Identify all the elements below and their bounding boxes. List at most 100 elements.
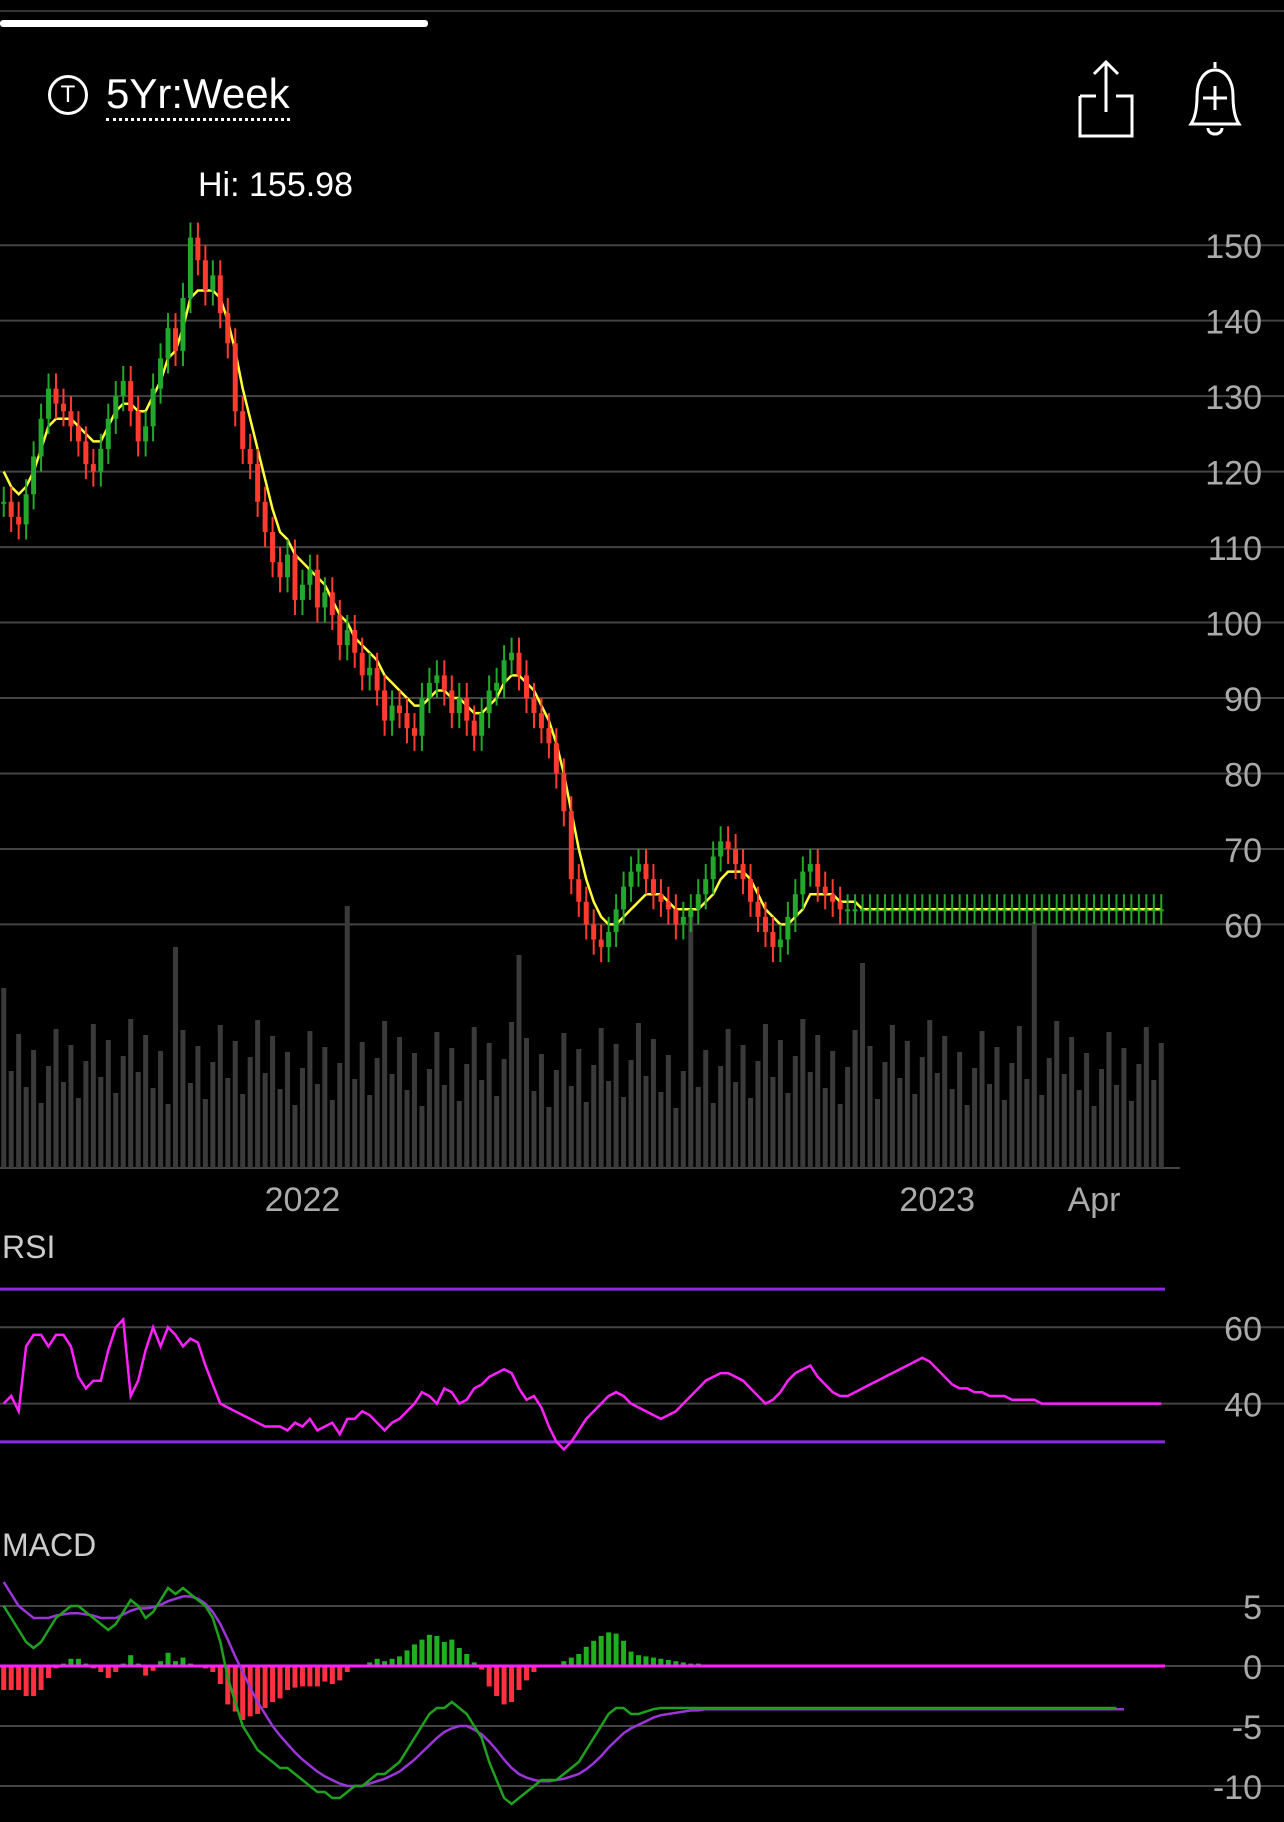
candle-body (314, 569, 320, 608)
volume-bar (479, 1080, 485, 1168)
volume-bar (680, 1071, 686, 1168)
macd-histogram-bar (568, 1657, 574, 1666)
price-tick-label: 70 (1224, 832, 1262, 870)
volume-bar (1136, 1064, 1142, 1168)
macd-histogram-bar (31, 1666, 37, 1696)
candle-body (807, 864, 813, 872)
candle-body (1054, 909, 1060, 912)
volume-bar (494, 1096, 500, 1168)
macd-histogram-bar (531, 1666, 537, 1672)
volume-bar (247, 1057, 253, 1168)
macd-histogram-bar (292, 1666, 298, 1688)
volume-bar (60, 1082, 66, 1168)
macd-histogram-bar (225, 1666, 231, 1705)
volume-bar (1024, 1079, 1030, 1168)
candle-body (419, 698, 425, 736)
macd-histogram-bar (16, 1666, 22, 1690)
candle-body (187, 237, 193, 299)
candle-body (800, 871, 806, 895)
volume-bar (232, 1041, 238, 1168)
macd-histogram-bar (285, 1666, 291, 1690)
candle-body (867, 909, 873, 912)
candle-body (113, 396, 119, 419)
macd-histogram-bar (598, 1636, 604, 1666)
candle-body (740, 864, 746, 880)
candle-body (531, 698, 537, 714)
top-divider (0, 10, 1284, 12)
share-icon[interactable] (1066, 59, 1146, 140)
candle-body (927, 909, 933, 912)
volume-bar (710, 1103, 716, 1168)
candle-body (105, 418, 111, 449)
candle-body (680, 916, 686, 925)
timeframe-icon[interactable]: T (48, 75, 88, 115)
macd-histogram-bar (441, 1642, 447, 1666)
volume-bar (434, 1032, 440, 1168)
volume-bar (165, 1104, 171, 1168)
candle-body (1121, 909, 1127, 912)
add-alert-bell-icon[interactable] (1175, 60, 1255, 140)
candle-body (889, 909, 895, 912)
volume-bar (957, 1052, 963, 1168)
candle-body (972, 909, 978, 912)
macd-histogram-bar (650, 1657, 656, 1666)
candle-body (1001, 909, 1007, 912)
candle-body (568, 811, 574, 880)
macd-histogram-bar (501, 1666, 507, 1705)
macd-histogram-bar (643, 1656, 649, 1666)
volume-bar (815, 1035, 821, 1168)
macd-histogram-bar (75, 1658, 81, 1666)
candle-body (195, 237, 201, 261)
volume-bar (202, 1099, 208, 1168)
volume-bar (733, 1082, 739, 1168)
volume-bar (1151, 1080, 1157, 1168)
macd-tick-label: 5 (1243, 1589, 1262, 1627)
candle-body (755, 901, 761, 917)
price-tick-label: 140 (1205, 304, 1262, 342)
volume-bar (748, 1098, 754, 1168)
macd-histogram-bar (46, 1666, 52, 1678)
volume-bar (561, 1033, 567, 1168)
timeframe-selector[interactable]: 5Yr:Week (106, 70, 290, 121)
candle-body (1076, 909, 1082, 912)
candle-body (516, 652, 522, 676)
volume-bar (143, 1035, 149, 1168)
candle-body (434, 675, 440, 683)
candle-body (845, 909, 851, 912)
candle-body (1091, 909, 1097, 912)
volume-bar (411, 1053, 417, 1168)
macd-histogram-bar (636, 1655, 642, 1666)
volume-bar (53, 1029, 59, 1168)
macd-tick-label: -5 (1232, 1709, 1262, 1747)
candle-body (202, 260, 208, 291)
volume-bar (934, 1073, 940, 1168)
macd-histogram-bar (232, 1666, 238, 1712)
candle-body (643, 864, 649, 880)
macd-histogram-bar (613, 1633, 619, 1666)
volume-bar (1121, 1048, 1127, 1168)
volume-bar (837, 1104, 843, 1168)
volume-bar (240, 1094, 246, 1168)
candle-body (613, 909, 619, 932)
candle-body (942, 909, 948, 912)
volume-bar (344, 906, 350, 1168)
rsi-tick-label: 60 (1224, 1310, 1262, 1348)
candle-body (957, 909, 963, 912)
candle-body (83, 441, 89, 465)
candle-body (23, 494, 29, 525)
candle-body (1099, 909, 1105, 912)
candle-body (382, 690, 388, 721)
price-tick-label: 120 (1205, 455, 1262, 493)
volume-bar (262, 1073, 268, 1168)
volume-bar (927, 1020, 933, 1168)
macd-histogram-bar (165, 1652, 171, 1666)
hi-price-label: Hi: 155.98 (198, 166, 353, 204)
candle-body (1024, 909, 1030, 912)
candle-body (501, 660, 507, 683)
volume-bar (523, 1038, 529, 1168)
candle-body (598, 939, 604, 948)
volume-bar (770, 1077, 776, 1168)
candle-body (673, 909, 679, 925)
candle-body (949, 909, 955, 912)
